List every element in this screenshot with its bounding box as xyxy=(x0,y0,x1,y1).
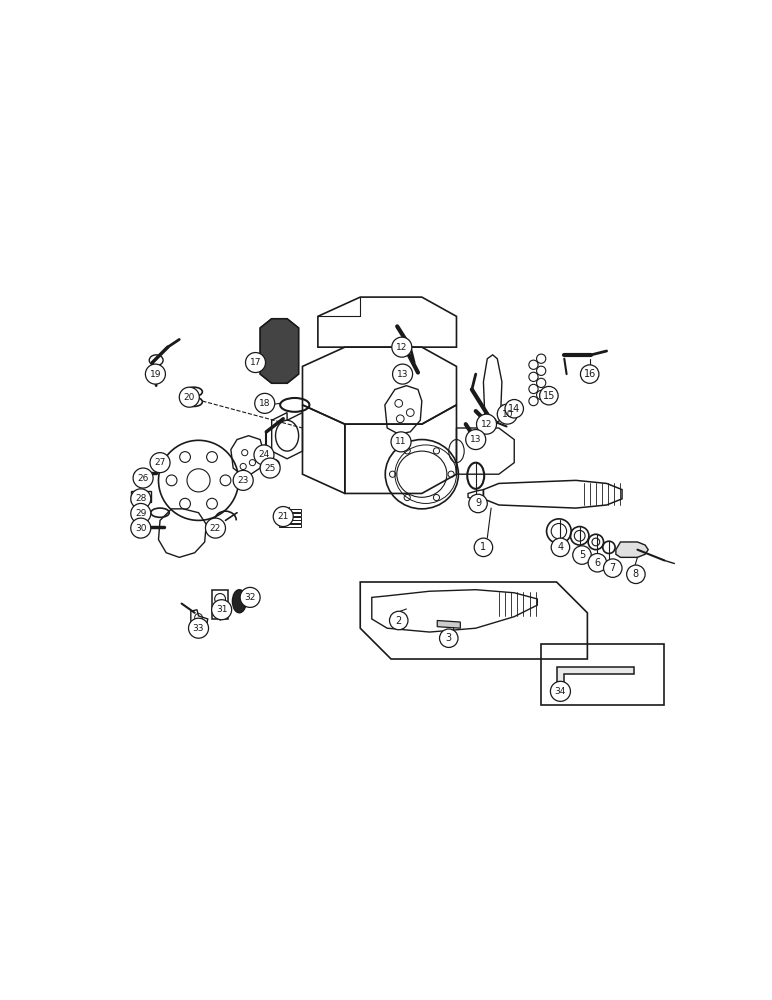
Circle shape xyxy=(469,494,487,513)
Circle shape xyxy=(474,538,493,557)
Bar xyxy=(279,517,301,520)
Circle shape xyxy=(150,453,170,473)
Circle shape xyxy=(392,337,411,357)
Circle shape xyxy=(393,364,412,384)
Text: 22: 22 xyxy=(210,524,221,533)
Text: 2: 2 xyxy=(395,615,402,626)
Circle shape xyxy=(133,468,153,488)
Text: 5: 5 xyxy=(579,550,585,560)
Circle shape xyxy=(573,546,591,564)
Text: 23: 23 xyxy=(238,476,249,485)
Circle shape xyxy=(550,681,571,701)
Text: 16: 16 xyxy=(584,369,596,379)
Text: 19: 19 xyxy=(150,370,161,379)
Text: 12: 12 xyxy=(396,343,408,352)
Text: 34: 34 xyxy=(555,687,566,696)
Circle shape xyxy=(130,518,151,538)
Circle shape xyxy=(627,565,645,584)
Circle shape xyxy=(581,365,599,383)
Text: 13: 13 xyxy=(470,435,482,444)
Text: 18: 18 xyxy=(259,399,270,408)
Circle shape xyxy=(188,618,208,638)
Text: 30: 30 xyxy=(135,524,147,533)
Text: 11: 11 xyxy=(395,437,407,446)
Circle shape xyxy=(273,507,293,527)
Text: 7: 7 xyxy=(610,563,616,573)
Text: 8: 8 xyxy=(633,569,639,579)
Text: 29: 29 xyxy=(135,509,147,518)
Bar xyxy=(279,509,301,512)
Text: 25: 25 xyxy=(265,464,276,473)
Circle shape xyxy=(551,538,570,557)
Circle shape xyxy=(391,432,411,452)
Text: 21: 21 xyxy=(278,512,289,521)
Circle shape xyxy=(476,414,496,434)
Circle shape xyxy=(466,430,486,450)
Bar xyxy=(279,513,301,516)
Circle shape xyxy=(260,458,280,478)
Ellipse shape xyxy=(232,590,246,613)
Text: 27: 27 xyxy=(154,458,166,467)
Text: 12: 12 xyxy=(481,420,493,429)
Bar xyxy=(279,520,301,523)
Text: 17: 17 xyxy=(250,358,261,367)
Circle shape xyxy=(255,393,275,413)
Text: 20: 20 xyxy=(184,393,195,402)
Circle shape xyxy=(390,611,408,630)
Circle shape xyxy=(179,387,199,407)
Circle shape xyxy=(604,559,622,577)
Text: 31: 31 xyxy=(216,605,228,614)
Circle shape xyxy=(145,364,165,384)
Circle shape xyxy=(130,503,151,523)
Text: 10: 10 xyxy=(502,410,513,419)
Circle shape xyxy=(130,489,151,509)
Text: 24: 24 xyxy=(259,450,269,459)
Text: 28: 28 xyxy=(135,494,147,503)
Circle shape xyxy=(505,400,523,418)
Text: 3: 3 xyxy=(445,633,452,643)
Text: 1: 1 xyxy=(480,542,486,552)
Polygon shape xyxy=(616,542,648,557)
Text: 6: 6 xyxy=(594,558,601,568)
Circle shape xyxy=(233,470,253,490)
Polygon shape xyxy=(260,319,299,383)
Bar xyxy=(279,524,301,527)
Text: 9: 9 xyxy=(475,498,481,508)
Polygon shape xyxy=(557,667,634,682)
Text: 4: 4 xyxy=(557,542,564,552)
Text: 32: 32 xyxy=(245,593,256,602)
Circle shape xyxy=(212,600,232,620)
Text: 26: 26 xyxy=(137,474,149,483)
Circle shape xyxy=(205,518,225,538)
Text: 15: 15 xyxy=(543,391,555,401)
Text: 33: 33 xyxy=(193,624,205,633)
Text: 13: 13 xyxy=(397,370,408,379)
Circle shape xyxy=(588,554,607,572)
Circle shape xyxy=(240,587,260,607)
Circle shape xyxy=(497,404,517,424)
Text: 14: 14 xyxy=(508,404,520,414)
Polygon shape xyxy=(437,620,460,628)
Circle shape xyxy=(245,353,266,373)
Circle shape xyxy=(156,455,167,466)
Circle shape xyxy=(439,629,458,647)
Circle shape xyxy=(254,445,274,465)
Circle shape xyxy=(540,386,558,405)
